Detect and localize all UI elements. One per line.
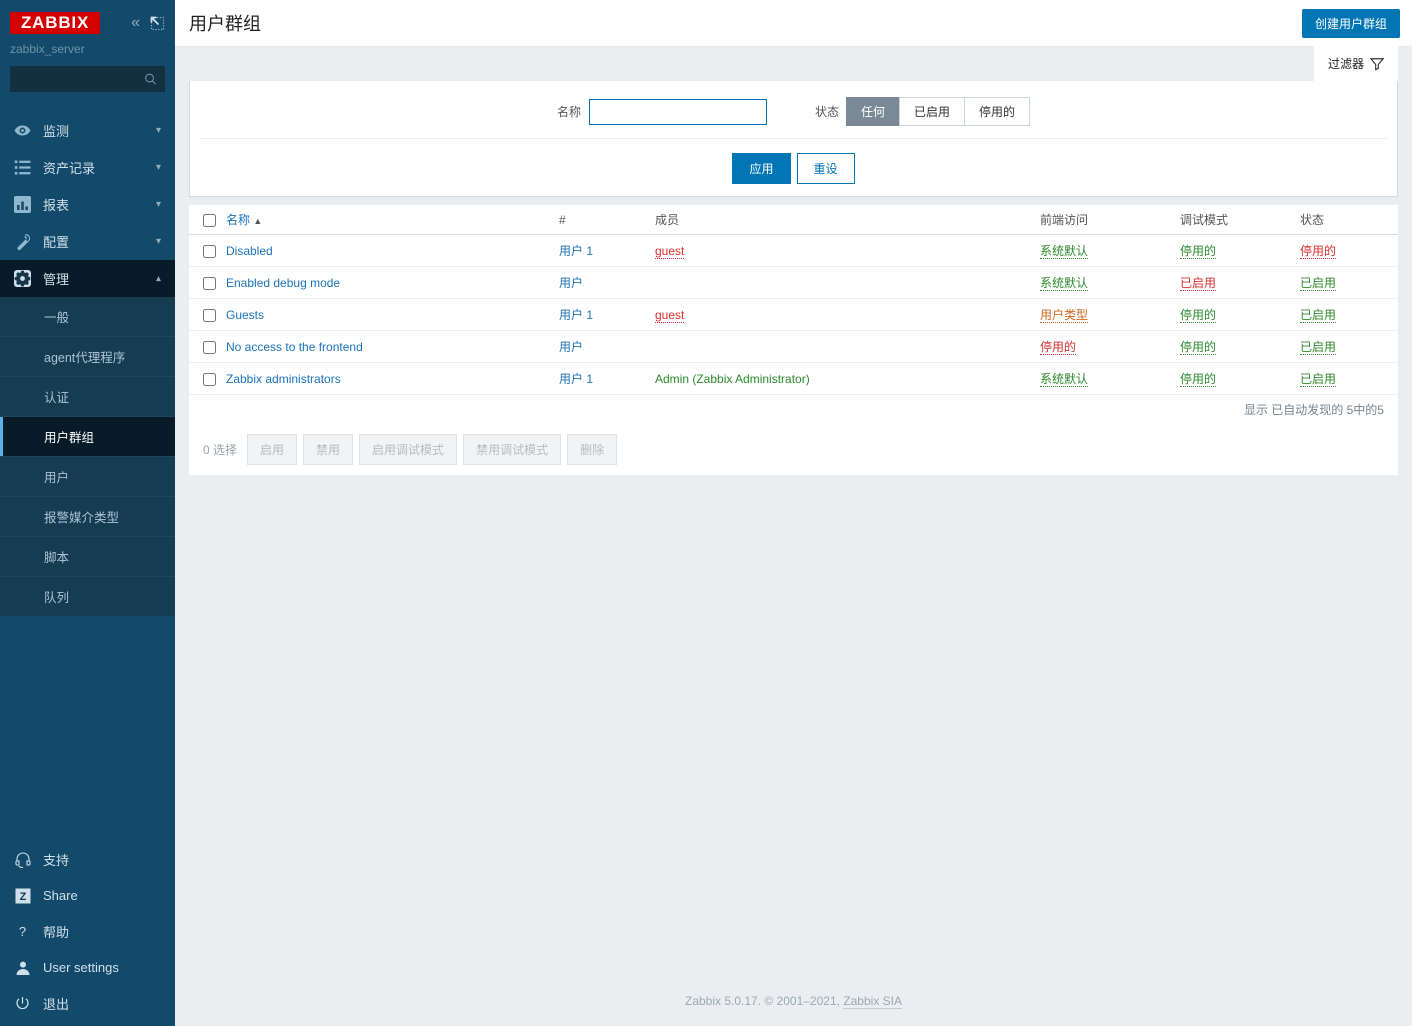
svg-text:Z: Z	[19, 891, 26, 903]
